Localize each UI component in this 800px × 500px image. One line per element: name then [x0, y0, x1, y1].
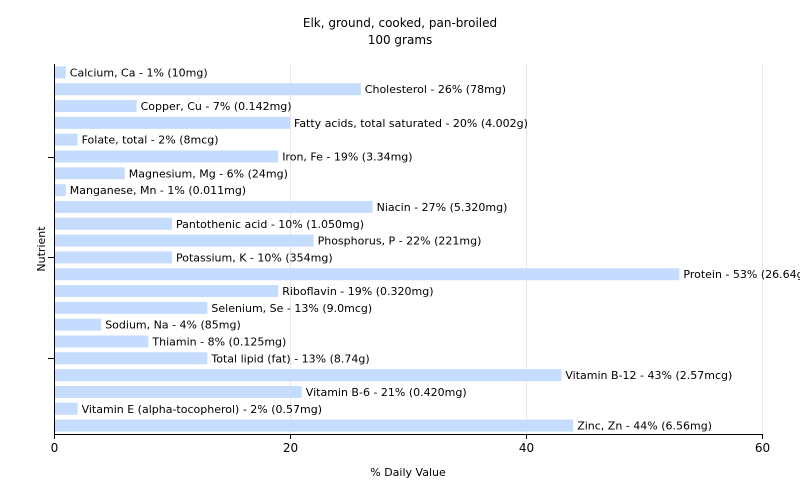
- bar-label: Calcium, Ca - 1% (10mg): [70, 66, 208, 79]
- bar-label: Vitamin B-12 - 43% (2.57mcg): [565, 369, 732, 382]
- bar: [55, 385, 302, 398]
- bar: [55, 200, 373, 213]
- bar: [55, 335, 149, 348]
- bar: [55, 150, 279, 163]
- bar: [55, 116, 290, 129]
- x-tick-label: 40: [519, 441, 534, 455]
- bar-label: Fatty acids, total saturated - 20% (4.00…: [294, 117, 528, 130]
- chart-subtitle: 100 grams: [368, 33, 433, 47]
- bar-label: Magnesium, Mg - 6% (24mg): [129, 167, 288, 180]
- bar-label: Iron, Fe - 19% (3.34mg): [282, 151, 412, 164]
- bar-label: Vitamin E (alpha-tocopherol) - 2% (0.57m…: [82, 403, 322, 416]
- bar: [55, 234, 314, 247]
- bar: [55, 318, 102, 331]
- bar-label: Protein - 53% (26.64g): [683, 268, 800, 281]
- bars-group: Calcium, Ca - 1% (10mg) Cholesterol - 26%…: [55, 66, 800, 433]
- bar: [55, 167, 125, 180]
- bar: [55, 133, 78, 146]
- bar: [55, 285, 279, 298]
- bar: [55, 268, 680, 281]
- bar: [55, 217, 172, 230]
- bar-label: Vitamin B-6 - 21% (0.420mg): [306, 386, 467, 399]
- bar: [55, 184, 66, 197]
- bar-label: Manganese, Mn - 1% (0.011mg): [70, 184, 246, 197]
- bar: [55, 100, 137, 113]
- bar: [55, 301, 208, 314]
- bar-label: Riboflavin - 19% (0.320mg): [282, 285, 433, 298]
- bar: [55, 83, 361, 96]
- bar-label: Zinc, Zn - 44% (6.56mg): [577, 420, 712, 433]
- bar: [55, 66, 66, 79]
- bar-label: Potassium, K - 10% (354mg): [176, 251, 333, 264]
- x-ticks-group: 0 20 40 60: [51, 434, 770, 455]
- bar-label: Selenium, Se - 13% (9.0mcg): [211, 302, 372, 315]
- bar-label: Niacin - 27% (5.320mg): [377, 201, 508, 214]
- axes-group: [54, 64, 762, 435]
- bar-label: Phosphorus, P - 22% (221mg): [318, 235, 482, 248]
- y-ticks-group: [48, 157, 54, 359]
- x-tick-label: 60: [755, 441, 770, 455]
- bar-label: Copper, Cu - 7% (0.142mg): [141, 100, 292, 113]
- bar: [55, 369, 562, 382]
- bar-label: Folate, total - 2% (8mcg): [82, 134, 219, 147]
- x-axis-title: % Daily Value: [370, 466, 446, 479]
- bar-label: Sodium, Na - 4% (85mg): [105, 319, 241, 332]
- bar-label: Thiamin - 8% (0.125mg): [151, 336, 286, 349]
- bar: [55, 419, 574, 432]
- bar: [55, 251, 172, 264]
- y-axis-title: Nutrient: [35, 226, 48, 272]
- bar: [55, 402, 78, 415]
- bar: [55, 352, 208, 365]
- bar-label: Pantothenic acid - 10% (1.050mg): [176, 218, 364, 231]
- bar-label: Total lipid (fat) - 13% (8.74g): [210, 352, 369, 365]
- bar-label: Cholesterol - 26% (78mg): [365, 83, 506, 96]
- x-tick-label: 20: [283, 441, 298, 455]
- x-tick-label: 0: [51, 441, 59, 455]
- chart-title: Elk, ground, cooked, pan-broiled: [303, 16, 497, 30]
